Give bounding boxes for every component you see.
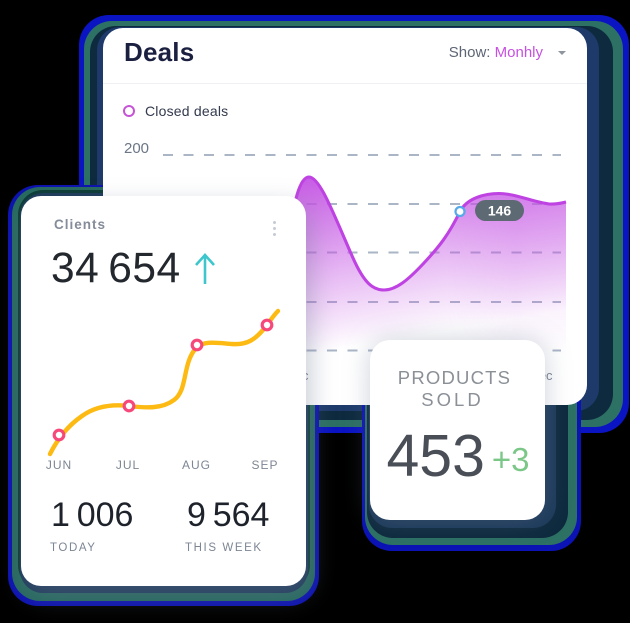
svg-text:146: 146 — [488, 203, 512, 219]
